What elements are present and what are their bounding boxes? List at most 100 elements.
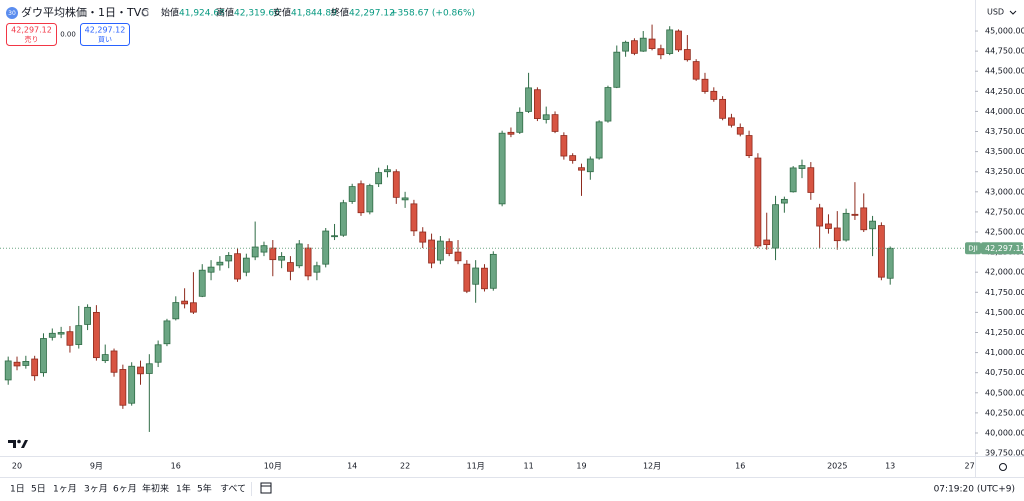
buy-button[interactable] [80, 23, 130, 46]
candle-body [683, 49, 691, 61]
logo-text: 30 [8, 10, 16, 17]
candle-body [657, 48, 665, 56]
x-tick-label: 14 [347, 462, 357, 471]
candle-body [145, 363, 153, 374]
sell-button[interactable] [6, 23, 57, 46]
y-tick-label: 40,750.00 [985, 368, 1024, 377]
candle-body [754, 157, 762, 247]
x-tick-label: 12月 [643, 462, 661, 471]
candle-body [842, 212, 850, 241]
last-price-bg [981, 242, 1023, 255]
y-tick-label: 41,000.00 [985, 348, 1024, 357]
x-tick-label: 2025 [827, 462, 847, 471]
candle-body [825, 223, 832, 229]
y-tick-label: 44,500.00 [985, 67, 1024, 76]
candle-body [357, 183, 365, 214]
range-button[interactable]: 1年 [176, 483, 191, 495]
x-tick-label: 13 [885, 462, 895, 471]
y-tick-label: 44,750.00 [985, 47, 1024, 56]
x-tick-label: 16 [171, 462, 181, 471]
range-buttons: 1日 5日 1ヶ月 3ヶ月 6ヶ月 年初来 1年 5年 すべて [10, 483, 246, 495]
candle-body [110, 350, 118, 373]
candle-body [542, 114, 550, 120]
buy-label[interactable]: 買い [98, 36, 112, 44]
candle-body [728, 117, 735, 126]
y-tick-label: 44,000.00 [985, 107, 1024, 116]
candle-body [489, 253, 497, 289]
candle-body [366, 185, 374, 213]
clock: 07:19:20 (UTC+9) [934, 485, 1015, 495]
y-tick-label: 41,250.00 [985, 328, 1024, 337]
chart-title[interactable]: ダウ平均株価・1日・TVC [21, 5, 149, 19]
candle-body [481, 267, 488, 290]
candle-body [128, 365, 136, 404]
y-tick-label: 40,500.00 [985, 388, 1024, 397]
candle-body [48, 332, 56, 338]
calendar-icon[interactable] [260, 482, 272, 494]
x-tick-label: 27 [964, 462, 974, 471]
range-button[interactable]: 年初来 [142, 483, 169, 495]
candle-body [816, 207, 824, 227]
currency-caret[interactable] [1009, 10, 1017, 15]
candle-body [604, 87, 612, 122]
candle-body [392, 171, 400, 198]
sell-label[interactable]: 売り [25, 35, 39, 44]
candle-body [251, 246, 259, 258]
candle-body [419, 231, 427, 243]
candle-body [877, 225, 885, 278]
range-button[interactable]: すべて [220, 484, 246, 495]
candle-body [807, 167, 815, 193]
ohlc-label: 高値 [216, 7, 234, 19]
eye-icon[interactable] [141, 9, 149, 17]
candle-body [719, 98, 727, 119]
candle-body [348, 186, 356, 202]
last-price-label: 42,297.12 [985, 244, 1024, 253]
range-button[interactable]: 5日 [31, 484, 46, 495]
candle-body [401, 197, 409, 201]
ohlc-change: +358.67 (+0.86%) [390, 9, 475, 19]
candle-body [463, 263, 471, 292]
settings-icon[interactable] [999, 463, 1007, 471]
y-tick-label: 43,000.00 [985, 187, 1024, 196]
candle-body [163, 320, 171, 345]
x-tick-label: 19 [576, 462, 586, 471]
candle-body [648, 38, 656, 49]
symbol-logo [6, 7, 18, 19]
y-tick-label: 43,750.00 [985, 127, 1024, 136]
range-button[interactable]: 3ヶ月 [84, 484, 108, 495]
range-button[interactable]: 5年 [197, 483, 212, 495]
y-tick-label: 40,250.00 [985, 408, 1024, 417]
candle-body [172, 302, 180, 320]
candle-body [772, 204, 779, 249]
range-button[interactable]: 6ヶ月 [113, 484, 137, 495]
ohlc-label: 安値 [273, 7, 291, 19]
y-tick-label: 45,000.00 [985, 27, 1024, 36]
ohlc-value: 41,924.68 [179, 9, 225, 19]
candle-body [436, 240, 444, 261]
y-tick-label: 41,750.00 [985, 288, 1024, 297]
range-button[interactable]: 1ヶ月 [53, 484, 77, 495]
candle-body [551, 114, 559, 132]
candle-body [410, 203, 418, 232]
x-tick-label: 20 [12, 462, 22, 471]
candle-body [560, 135, 568, 157]
candle-body [736, 127, 744, 135]
candle-body [525, 87, 532, 112]
candle-body [384, 169, 391, 173]
buy-price[interactable]: 42,297.12 [85, 26, 126, 35]
candle-body [833, 227, 841, 242]
candle-body [472, 267, 480, 285]
range-button[interactable]: 1日 [10, 484, 25, 495]
candle-body [57, 332, 65, 335]
tradingview-logo[interactable] [8, 439, 28, 448]
candle-body [578, 167, 585, 171]
y-tick-label: 40,000.00 [985, 428, 1024, 437]
candle-body [66, 331, 74, 346]
ohlc-value: 41,844.89 [291, 9, 337, 19]
sell-price[interactable]: 42,297.12 [11, 26, 52, 35]
ohlc-value: 42,319.60 [234, 9, 280, 19]
currency[interactable]: USD [987, 8, 1004, 17]
ohlc-label: 終値 [331, 7, 349, 19]
candle-body [75, 325, 83, 345]
